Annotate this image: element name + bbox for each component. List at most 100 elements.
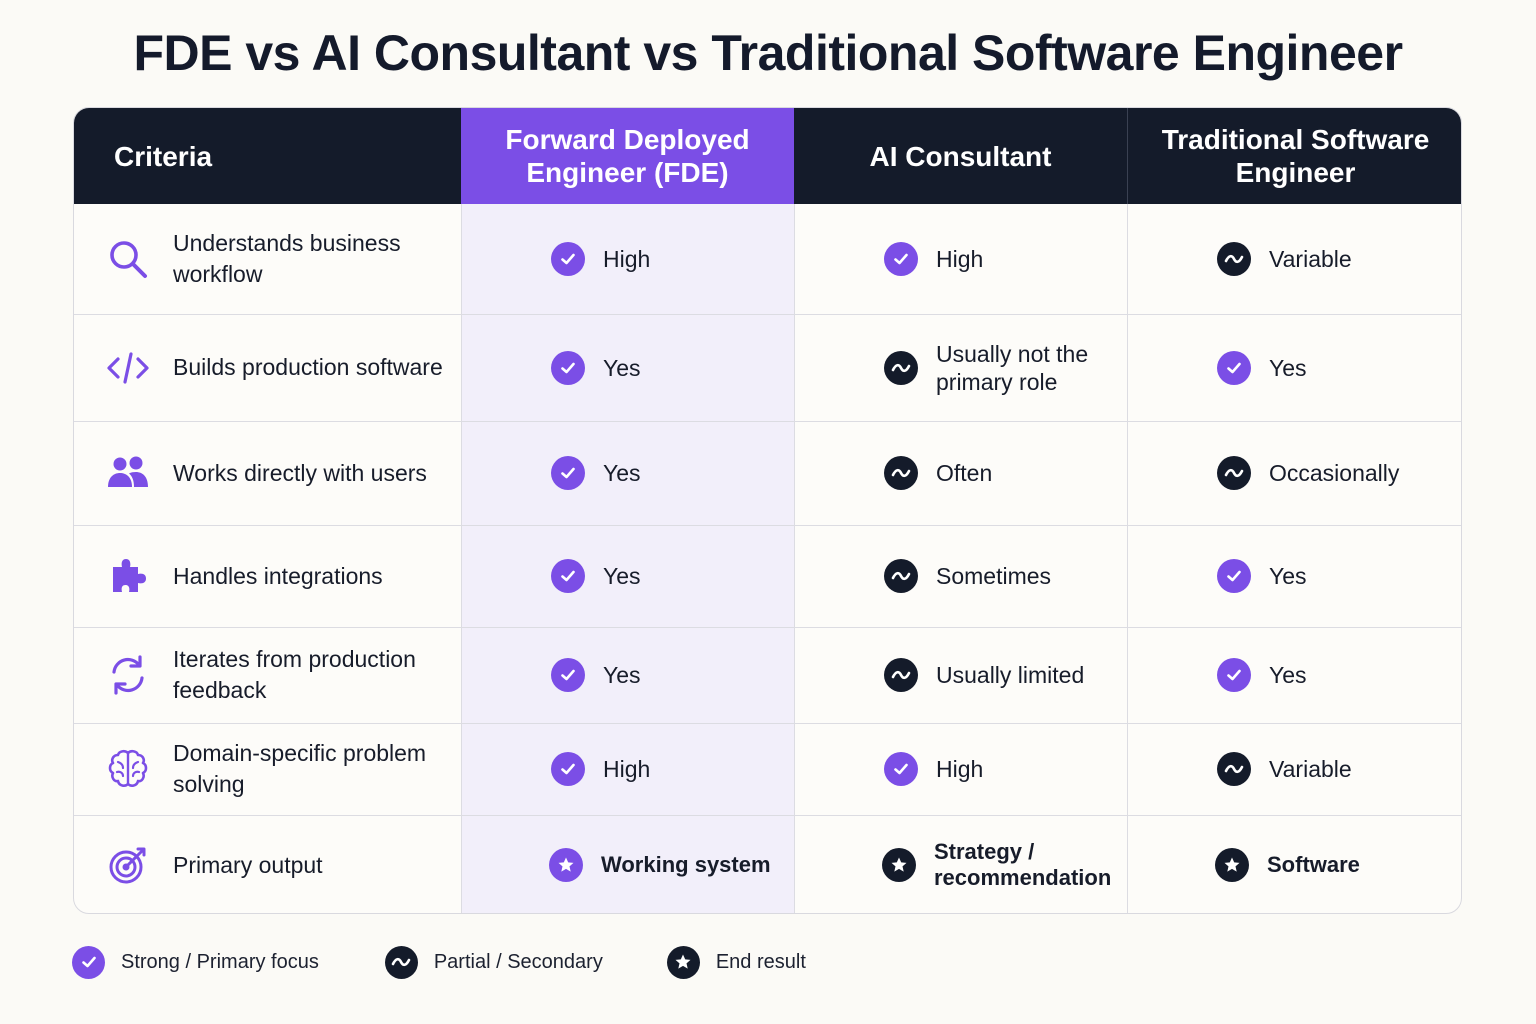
table-row: Handles integrations Yes Sometimes Yes bbox=[74, 525, 1461, 627]
row-divider bbox=[74, 314, 1461, 315]
consultant-cell: Sometimes bbox=[794, 525, 1127, 627]
check-icon bbox=[551, 242, 585, 276]
value-label: High bbox=[936, 756, 984, 782]
value-label: High bbox=[603, 246, 651, 272]
traditional-cell: Yes bbox=[1127, 627, 1461, 723]
tilde-icon bbox=[884, 456, 918, 490]
traditional-cell: Yes bbox=[1127, 314, 1461, 421]
traditional-cell: Variable bbox=[1127, 204, 1461, 314]
criteria-label: Handles integrations bbox=[173, 562, 383, 589]
star-icon bbox=[666, 945, 700, 979]
header-fde: Forward Deployed Engineer (FDE) bbox=[461, 108, 794, 204]
target-icon bbox=[105, 842, 151, 888]
value-label: Variable bbox=[1269, 246, 1352, 272]
star-icon bbox=[549, 848, 583, 882]
brain-icon bbox=[105, 746, 151, 792]
traditional-cell: Occasionally bbox=[1127, 421, 1461, 525]
table-header: Criteria Forward Deployed Engineer (FDE)… bbox=[74, 108, 1461, 204]
row-divider bbox=[74, 627, 1461, 628]
criteria-label: Iterates from production feedback bbox=[173, 646, 416, 703]
tilde-icon bbox=[884, 559, 918, 593]
criteria-cell: Handles integrations bbox=[74, 525, 461, 627]
search-icon bbox=[105, 236, 151, 282]
tilde-icon bbox=[884, 350, 918, 385]
criteria-label: Primary output bbox=[173, 851, 323, 878]
column-divider bbox=[1127, 204, 1128, 913]
legend: Strong / Primary focus Partial / Seconda… bbox=[72, 944, 870, 980]
criteria-cell: Iterates from production feedback bbox=[74, 627, 461, 723]
value-label: Often bbox=[936, 460, 993, 486]
value-label: Strategy / recommendation bbox=[934, 839, 1112, 890]
refresh-icon bbox=[105, 652, 151, 698]
legend-label: Partial / Secondary bbox=[433, 950, 603, 973]
value-label: High bbox=[936, 246, 984, 272]
table-row: Understands business workflow High High Var… bbox=[74, 204, 1461, 314]
row-divider bbox=[74, 815, 1461, 816]
criteria-cell: Understands business workflow bbox=[74, 204, 461, 314]
check-icon bbox=[551, 456, 585, 490]
value-label: Working system bbox=[601, 852, 771, 877]
consultant-cell: Often bbox=[794, 421, 1127, 525]
value-label: Occasionally bbox=[1269, 460, 1400, 486]
star-icon bbox=[1215, 848, 1249, 882]
criteria-cell: Primary output bbox=[74, 815, 461, 913]
value-label: Yes bbox=[603, 563, 641, 589]
row-divider bbox=[74, 525, 1461, 526]
column-divider bbox=[461, 204, 462, 913]
legend-item-strong: Strong / Primary focus bbox=[72, 945, 319, 979]
legend-label: Strong / Primary focus bbox=[121, 950, 319, 973]
legend-item-end-result: End result bbox=[666, 945, 806, 979]
table-row: Builds production software Yes Usually not… bbox=[74, 314, 1461, 421]
fde-cell: Working system bbox=[461, 815, 794, 913]
criteria-label: Builds production software bbox=[173, 354, 443, 380]
fde-cell: Yes bbox=[461, 314, 794, 421]
consultant-cell: High bbox=[794, 204, 1127, 314]
fde-column-highlight bbox=[461, 204, 794, 913]
check-icon bbox=[551, 752, 585, 786]
check-icon bbox=[551, 350, 585, 385]
value-label: Usually limited bbox=[936, 662, 1085, 688]
consultant-cell: Usually limited bbox=[794, 627, 1127, 723]
fde-cell: Yes bbox=[461, 421, 794, 525]
check-icon bbox=[884, 752, 918, 786]
value-label: Yes bbox=[603, 662, 641, 688]
tilde-icon bbox=[884, 658, 918, 692]
header-traditional-engineer: Traditional Software Engineer bbox=[1127, 108, 1461, 204]
check-icon bbox=[551, 559, 585, 593]
fde-cell: High bbox=[461, 204, 794, 314]
legend-label: End result bbox=[715, 950, 806, 973]
value-label: Yes bbox=[1269, 354, 1307, 381]
fde-cell: High bbox=[461, 723, 794, 815]
check-icon bbox=[1217, 658, 1251, 692]
code-icon bbox=[105, 345, 151, 391]
value-label: Yes bbox=[1269, 662, 1307, 688]
tilde-icon bbox=[1217, 242, 1251, 276]
value-label: Yes bbox=[603, 460, 641, 486]
puzzle-icon bbox=[105, 553, 151, 599]
table-row: Domain-specific problem solving High High V… bbox=[74, 723, 1461, 815]
value-label: Software bbox=[1267, 852, 1360, 877]
value-label: Yes bbox=[1269, 563, 1307, 589]
criteria-label: Works directly with users bbox=[173, 459, 427, 486]
table-row: Primary output Working system Strategy / r… bbox=[74, 815, 1461, 913]
traditional-cell: Software bbox=[1127, 815, 1461, 913]
header-ai-consultant: AI Consultant bbox=[869, 140, 1052, 172]
fde-cell: Yes bbox=[461, 525, 794, 627]
row-divider bbox=[74, 421, 1461, 422]
criteria-cell: Builds production software bbox=[74, 314, 461, 421]
traditional-cell: Yes bbox=[1127, 525, 1461, 627]
check-icon bbox=[1217, 559, 1251, 593]
comparison-table: Criteria Forward Deployed Engineer (FDE)… bbox=[73, 107, 1462, 914]
users-icon bbox=[105, 450, 151, 496]
check-icon bbox=[1217, 350, 1251, 385]
table-row: Iterates from production feedback Yes Usua… bbox=[74, 627, 1461, 723]
row-divider bbox=[74, 723, 1461, 724]
value-label: Usually not the primary role bbox=[936, 340, 1089, 395]
criteria-cell: Works directly with users bbox=[74, 421, 461, 525]
consultant-cell: Strategy / recommendation bbox=[794, 815, 1127, 913]
check-icon bbox=[72, 945, 105, 979]
check-icon bbox=[884, 242, 918, 276]
tilde-icon bbox=[384, 945, 418, 979]
header-criteria: Criteria bbox=[114, 140, 213, 172]
legend-item-partial: Partial / Secondary bbox=[384, 945, 603, 979]
